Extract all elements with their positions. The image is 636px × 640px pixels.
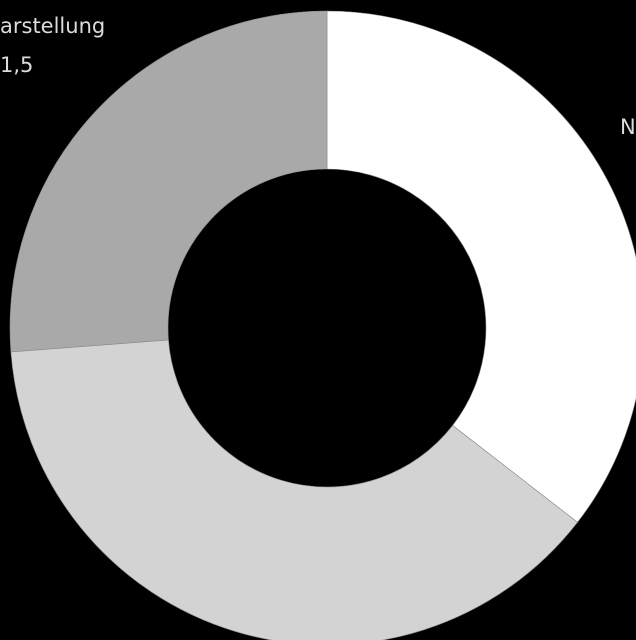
slice-right: [327, 11, 636, 522]
slice-label-value-left: 1,5: [0, 55, 33, 76]
slice-left: [10, 11, 327, 352]
slice-label-name-left: arstellung: [0, 16, 105, 37]
slice-label-right: N: [620, 117, 636, 138]
